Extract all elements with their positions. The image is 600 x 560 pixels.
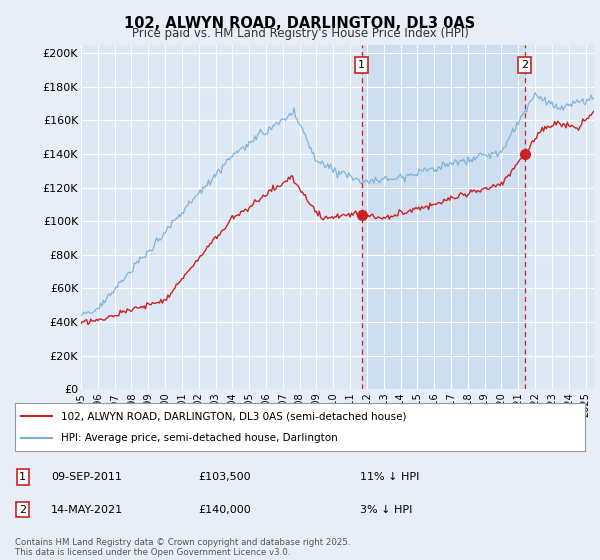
Text: 102, ALWYN ROAD, DARLINGTON, DL3 0AS (semi-detached house): 102, ALWYN ROAD, DARLINGTON, DL3 0AS (se… — [61, 411, 406, 421]
Text: 3% ↓ HPI: 3% ↓ HPI — [360, 505, 412, 515]
Text: Price paid vs. HM Land Registry's House Price Index (HPI): Price paid vs. HM Land Registry's House … — [131, 27, 469, 40]
Text: Contains HM Land Registry data © Crown copyright and database right 2025.
This d: Contains HM Land Registry data © Crown c… — [15, 538, 350, 557]
Bar — [362, 45, 524, 389]
Text: 2: 2 — [521, 60, 528, 70]
Text: HPI: Average price, semi-detached house, Darlington: HPI: Average price, semi-detached house,… — [61, 433, 337, 443]
Text: 14-MAY-2021: 14-MAY-2021 — [51, 505, 123, 515]
Text: 1: 1 — [358, 60, 365, 70]
Text: 2: 2 — [19, 505, 26, 515]
Text: 11% ↓ HPI: 11% ↓ HPI — [360, 472, 419, 482]
Text: 1: 1 — [19, 472, 26, 482]
Text: 09-SEP-2011: 09-SEP-2011 — [51, 472, 122, 482]
Text: £103,500: £103,500 — [198, 472, 251, 482]
Text: £140,000: £140,000 — [198, 505, 251, 515]
Text: 102, ALWYN ROAD, DARLINGTON, DL3 0AS: 102, ALWYN ROAD, DARLINGTON, DL3 0AS — [124, 16, 476, 31]
